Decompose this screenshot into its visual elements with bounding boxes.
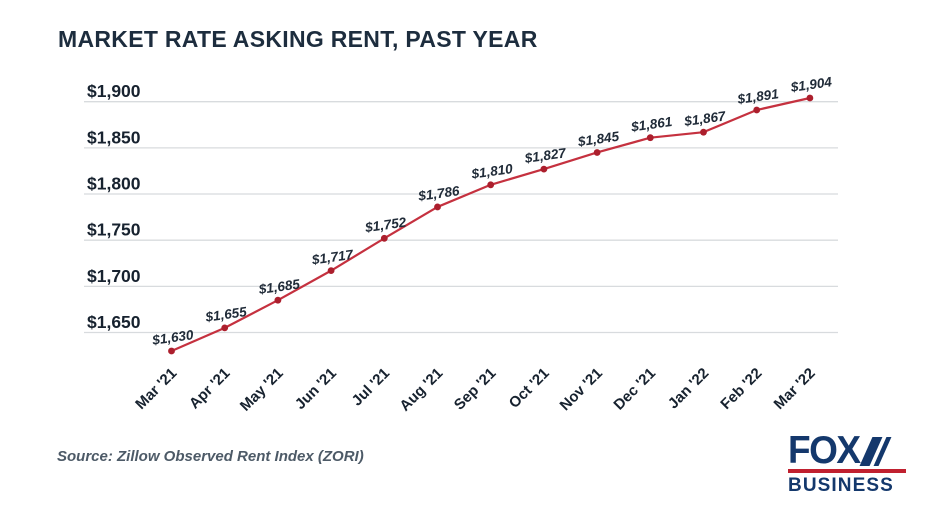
data-point-label: $1,904 <box>789 74 833 95</box>
chart-title: MARKET RATE ASKING RENT, PAST YEAR <box>58 26 538 52</box>
x-tick-label: Mar '21 <box>132 365 180 413</box>
data-point-label: $1,827 <box>523 145 568 166</box>
data-point-label: $1,891 <box>736 86 780 107</box>
data-point <box>646 134 654 142</box>
data-point-label: $1,655 <box>204 304 248 325</box>
fox-searchlight-icon <box>859 437 892 466</box>
data-point <box>168 347 175 355</box>
x-tick-label: Feb '22 <box>717 365 765 413</box>
x-tick-label: May '21 <box>237 365 287 415</box>
source-attribution: Source: Zillow Observed Rent Index (ZORI… <box>57 448 364 465</box>
x-tick-label: Nov '21 <box>557 365 606 414</box>
y-tick-label: $1,800 <box>87 174 141 194</box>
x-tick-label: Jan '22 <box>665 365 713 413</box>
data-point-label: $1,786 <box>416 183 460 204</box>
data-point <box>487 181 495 189</box>
x-tick-label: Apr '21 <box>186 365 234 413</box>
data-point-label: $1,810 <box>470 161 514 182</box>
x-tick-label: Jun '21 <box>292 365 340 413</box>
fox-logo-red-stripe <box>788 469 906 473</box>
data-point <box>221 324 229 332</box>
x-tick-label: Oct '21 <box>506 365 553 412</box>
x-tick-label: Mar '22 <box>771 365 819 413</box>
y-tick-label: $1,650 <box>87 312 141 332</box>
data-point <box>434 203 441 211</box>
y-tick-label: $1,750 <box>87 220 141 240</box>
fox-logo-top-row: FOX <box>788 428 912 472</box>
data-point <box>540 165 548 173</box>
y-tick-label: $1,900 <box>87 81 141 101</box>
trend-line <box>171 96 811 352</box>
data-point-label: $1,845 <box>576 129 620 150</box>
data-point <box>700 128 707 136</box>
fox-business-logo: FOX BUSINESS <box>788 428 912 497</box>
y-tick-label: $1,700 <box>87 266 141 286</box>
data-point-label: $1,861 <box>629 114 673 135</box>
data-point <box>327 267 335 275</box>
data-point-label: $1,630 <box>150 327 194 348</box>
data-point-label: $1,867 <box>682 108 727 129</box>
data-point-label: $1,717 <box>310 247 355 268</box>
fox-logo-text: FOX <box>788 428 861 472</box>
data-point <box>753 106 761 114</box>
data-point <box>593 149 601 156</box>
y-tick-label: $1,850 <box>87 127 141 147</box>
x-tick-label: Jul '21 <box>349 365 394 410</box>
data-point-label: $1,752 <box>363 215 407 236</box>
data-point <box>380 234 388 242</box>
fox-business-logo-text: BUSINESS <box>788 475 894 496</box>
x-tick-label: Dec '21 <box>610 365 659 414</box>
data-point <box>806 94 814 102</box>
data-point-label: $1,685 <box>257 276 301 297</box>
x-tick-label: Aug '21 <box>396 365 446 415</box>
data-point <box>274 296 282 304</box>
x-tick-label: Sep '21 <box>451 365 500 414</box>
